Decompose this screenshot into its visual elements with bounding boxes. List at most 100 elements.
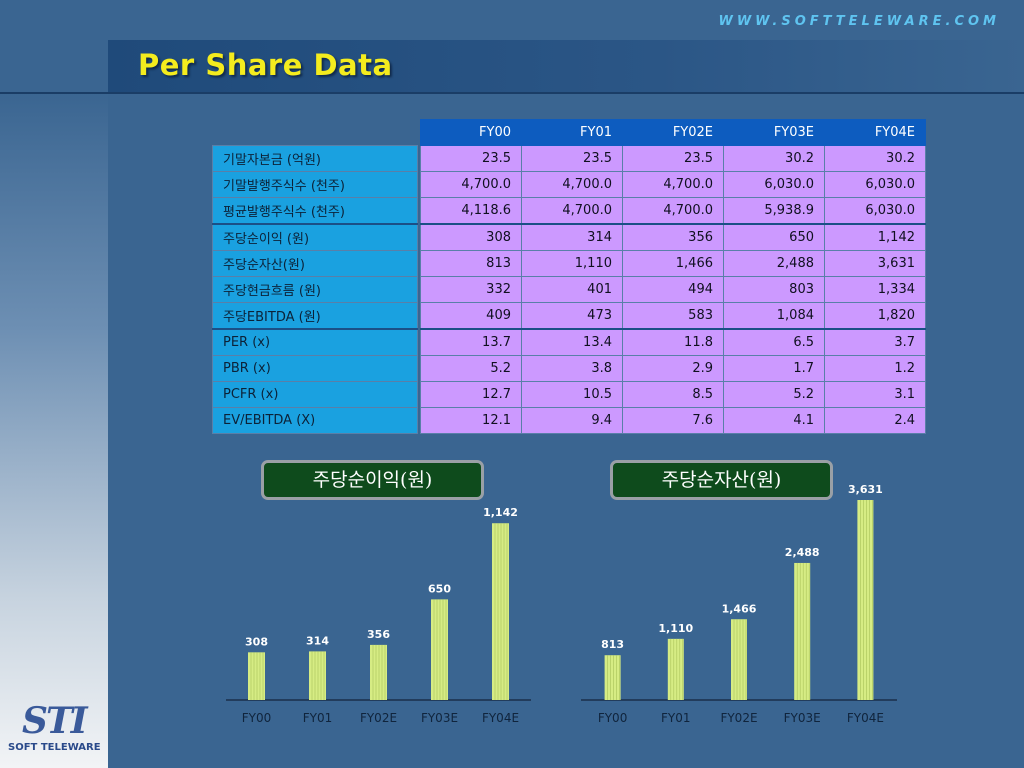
- table-cell: 2.4: [824, 407, 926, 434]
- per-share-data-table: FY00 FY01 FY02E FY03E FY04E 기말자본금 (억원) 23…: [212, 119, 926, 434]
- row-label: 기말자본금 (억원): [212, 145, 418, 172]
- data-label: 3,631: [848, 483, 883, 496]
- bar: [309, 651, 326, 700]
- table-cell: 650: [723, 223, 825, 251]
- bar-group: 308 FY00: [242, 635, 272, 725]
- table-row: EV/EBITDA (X) 12.1 9.4 7.6 4.1 2.4: [212, 407, 926, 434]
- bar-group: 813 FY00: [598, 638, 628, 725]
- table-cell: 4,700.0: [521, 197, 623, 225]
- row-label: EV/EBITDA (X): [212, 407, 418, 434]
- row-label: 주당순자산(원): [212, 250, 418, 277]
- table-cell: 5,938.9: [723, 197, 825, 225]
- category-label: FY03E: [784, 711, 821, 725]
- category-label: FY03E: [421, 711, 458, 725]
- bar-group: 3,631 FY04E: [847, 483, 884, 725]
- bar: [431, 599, 448, 700]
- row-label: 평균발행주식수 (천주): [212, 197, 418, 225]
- page-title: Per Share Data: [138, 48, 393, 82]
- table-header-row: FY00 FY01 FY02E FY03E FY04E: [213, 119, 926, 146]
- row-label: PCFR (x): [212, 381, 418, 408]
- data-label: 356: [367, 628, 390, 641]
- category-label: FY00: [598, 711, 628, 725]
- table-cell: 1,110: [521, 250, 623, 277]
- row-label: 기말발행주식수 (천주): [212, 171, 418, 198]
- bar-group: 314 FY01: [303, 634, 333, 725]
- table-cell: 30.2: [723, 145, 825, 172]
- row-label: PER (x): [212, 328, 418, 356]
- left-gradient-strip: [0, 92, 108, 768]
- data-label: 813: [601, 638, 624, 651]
- table-cell: 23.5: [622, 145, 724, 172]
- table-cell: 409: [420, 302, 522, 330]
- table-cell: 3.7: [824, 328, 926, 356]
- category-label: FY02E: [360, 711, 397, 725]
- eps-bar-chart: 308 FY00 314 FY01 356 FY02E 650 FY03E 1,142 FY04E: [226, 506, 531, 725]
- table-cell: 356: [622, 223, 724, 251]
- table-cell: 1.2: [824, 355, 926, 382]
- bar: [248, 652, 265, 700]
- table-cell: 1,820: [824, 302, 926, 330]
- table-cell: 12.1: [420, 407, 522, 434]
- table-row: 주당현금흐름 (원) 332 401 494 803 1,334: [212, 276, 926, 303]
- table-cell: 2.9: [622, 355, 724, 382]
- table-cell: 12.7: [420, 381, 522, 408]
- bar-group: 1,142 FY04E: [482, 506, 519, 725]
- bar: [370, 644, 387, 700]
- table-cell: 332: [420, 276, 522, 303]
- column-header: FY03E: [723, 119, 825, 146]
- category-label: FY04E: [482, 711, 519, 725]
- table-cell: 13.4: [521, 328, 623, 356]
- table-cell: 10.5: [521, 381, 623, 408]
- column-header: FY01: [521, 119, 623, 146]
- row-label: 주당순이익 (원): [212, 223, 418, 251]
- data-label: 1,142: [483, 506, 518, 519]
- table-cell: 4,700.0: [420, 171, 522, 198]
- table-cell: 494: [622, 276, 724, 303]
- table-cell: 583: [622, 302, 724, 330]
- table-row: 주당순자산(원) 813 1,110 1,466 2,488 3,631: [212, 250, 926, 277]
- row-label: PBR (x): [212, 355, 418, 382]
- table-cell: 314: [521, 223, 623, 251]
- data-label: 314: [306, 634, 329, 647]
- data-label: 308: [245, 635, 268, 648]
- table-row: 평균발행주식수 (천주) 4,118.6 4,700.0 4,700.0 5,938.9…: [212, 197, 926, 225]
- bar-group: 356 FY02E: [360, 628, 397, 725]
- table-row: 주당EBITDA (원) 409 473 583 1,084 1,820: [212, 302, 926, 330]
- table-cell: 4,118.6: [420, 197, 522, 225]
- table-cell: 7.6: [622, 407, 724, 434]
- table-cell: 5.2: [723, 381, 825, 408]
- logo-mark: STI: [22, 700, 88, 742]
- category-label: FY01: [303, 711, 333, 725]
- table-cell: 30.2: [824, 145, 926, 172]
- chart-title-bps: 주당순자산(원): [610, 460, 833, 500]
- data-label: 1,110: [658, 622, 693, 635]
- company-logo: STI SOFT TELEWARE: [4, 698, 102, 760]
- table-row: 기말발행주식수 (천주) 4,700.0 4,700.0 4,700.0 6,030.0…: [212, 171, 926, 198]
- title-bar: [108, 40, 1024, 94]
- divider-line: [0, 92, 108, 94]
- bar: [604, 655, 621, 700]
- bar: [794, 562, 811, 700]
- table-cell: 23.5: [521, 145, 623, 172]
- data-label: 1,466: [722, 602, 757, 615]
- table-cell: 473: [521, 302, 623, 330]
- bar: [492, 523, 509, 700]
- row-label: 주당EBITDA (원): [212, 302, 418, 330]
- column-header: FY02E: [622, 119, 724, 146]
- table-cell: 6,030.0: [824, 197, 926, 225]
- table-cell: 1,084: [723, 302, 825, 330]
- table-cell: 8.5: [622, 381, 724, 408]
- category-label: FY02E: [720, 711, 757, 725]
- table-corner: [213, 120, 418, 146]
- category-label: FY04E: [847, 711, 884, 725]
- table-cell: 6.5: [723, 328, 825, 356]
- table-cell: 2,488: [723, 250, 825, 277]
- table-cell: 1,466: [622, 250, 724, 277]
- bar: [731, 619, 747, 700]
- bar-group: 650 FY03E: [421, 582, 458, 725]
- table-cell: 1.7: [723, 355, 825, 382]
- table-row: PER (x) 13.7 13.4 11.8 6.5 3.7: [212, 328, 926, 356]
- category-label: FY01: [661, 711, 691, 725]
- bps-bar-chart: 813 FY00 1,110 FY01 1,466 FY02E 2,488 FY03E 3,63…: [581, 483, 897, 725]
- category-label: FY00: [242, 711, 272, 725]
